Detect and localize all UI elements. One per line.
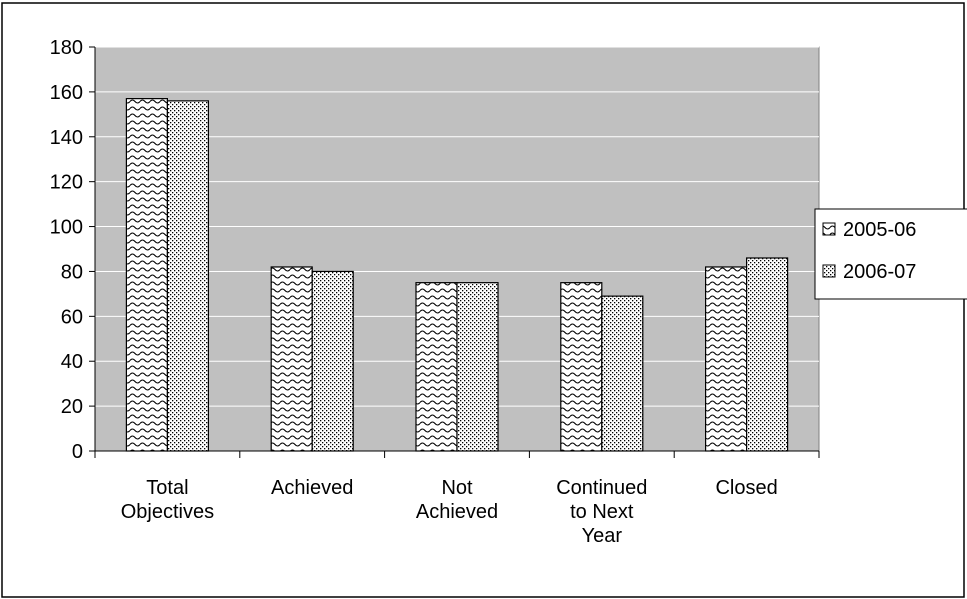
y-tick-label: 120 [50,172,83,194]
x-category-labels: Total Objectives Achieved Not Achieved Contin… [121,477,778,547]
x-category-label: Total Objectives [121,477,214,523]
y-tick-label: 40 [61,351,83,373]
y-tick-labels: 0 20 40 60 80 100 120 140 160 180 [50,37,83,463]
bar-2006-07-0 [166,100,209,452]
y-tick-label: 160 [50,82,83,104]
bar-2005-06-3 [560,282,603,452]
bar-2005-06-0 [125,98,169,452]
y-tick-label: 80 [61,261,83,283]
bar-2006-07-3 [601,295,644,452]
bars [125,98,789,452]
bar-2006-07-2 [456,282,499,452]
bar-2006-07-4 [745,257,789,452]
legend: 2005-06 2006-07 [814,208,967,300]
legend-label-2006-07: 2006-07 [843,261,916,283]
bar-2005-06-4 [704,266,748,452]
y-tick-label: 180 [50,37,83,59]
legend-swatch-2005-06 [822,222,836,236]
x-category-label: Continued to Next Year [556,477,647,547]
legend-swatch-2006-07 [822,264,836,278]
legend-box [814,208,967,300]
bar-2005-06-2 [415,282,458,452]
y-tick-label: 20 [61,396,83,418]
y-tick-label: 140 [50,127,83,149]
y-tick-label: 60 [61,306,83,328]
legend-label-2005-06: 2005-06 [843,219,916,241]
y-tick-label: 0 [72,441,83,463]
y-tick-label: 100 [50,217,83,239]
bar-2005-06-1 [270,266,313,452]
x-category-label: Closed [715,477,777,499]
bar-2006-07-1 [311,270,354,452]
x-category-label: Not Achieved [416,477,498,523]
axes [89,46,820,458]
x-category-label: Achieved [271,477,353,499]
